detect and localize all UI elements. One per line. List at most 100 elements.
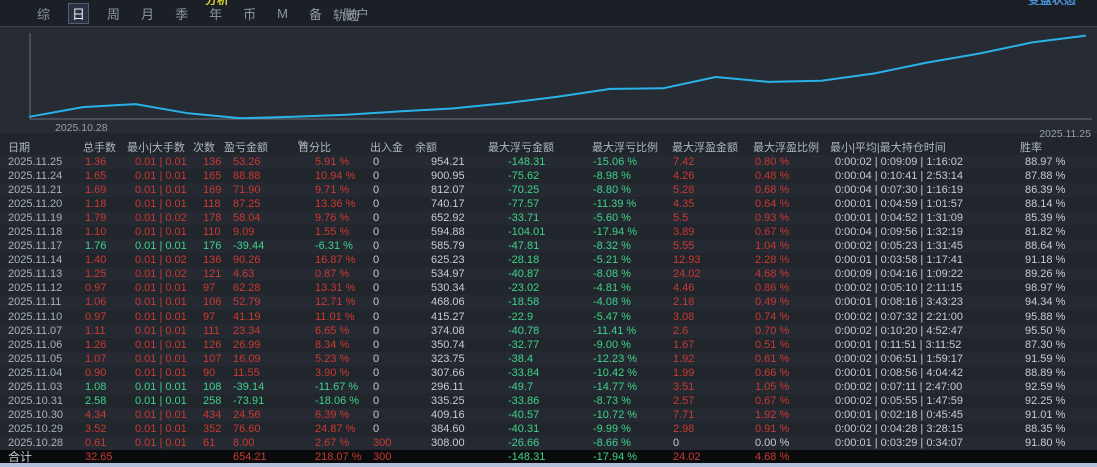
table-row-2025.11.25[interactable]: 2025.11.25 1.36 0.01 | 0.01 136 53.26 5.91 % 0… bbox=[0, 155, 1097, 170]
cell-count: 434 bbox=[203, 408, 222, 421]
table-row-2025.11.07[interactable]: 2025.11.07 1.11 0.01 | 0.01 111 23.34 6.65 % 0… bbox=[0, 323, 1097, 338]
cell-pnl: 24.56 bbox=[233, 408, 261, 421]
header-winrate: 胜率 bbox=[1020, 142, 1042, 154]
cell-fprofit: 4.26 bbox=[673, 170, 695, 183]
table-row-2025.11.04[interactable]: 2025.11.04 0.90 0.01 | 0.01 90 11.55 3.90 % 0 3… bbox=[0, 366, 1097, 380]
cell-floss_pct: -11.39 % bbox=[593, 198, 637, 211]
cell-pnl: 9.09 bbox=[233, 226, 255, 239]
table-row-2025.11.17[interactable]: 2025.11.17 1.76 0.01 | 0.01 176 -39.44 -6.31 … bbox=[0, 239, 1097, 254]
cell-fprofit: 4.46 bbox=[673, 282, 695, 295]
table-row-2025.11.19[interactable]: 2025.11.19 1.79 0.01 | 0.02 178 58.04 9.76 % 0… bbox=[0, 211, 1097, 226]
cell-pnl: -39.14 bbox=[233, 380, 265, 393]
cell-pct: 3.90 % bbox=[315, 366, 350, 379]
cell-floss: -47.81 bbox=[508, 240, 540, 253]
cell-minmax: 0.01 | 0.01 bbox=[135, 310, 187, 323]
header-minmax: 最小|大手数 bbox=[127, 142, 185, 154]
cell-lots: 1.11 bbox=[85, 324, 106, 337]
menu-item-币[interactable]: 币 bbox=[243, 6, 257, 22]
cell-date: 2025.10.29 bbox=[8, 422, 64, 435]
table-row-2025.11.20[interactable]: 2025.11.20 1.18 0.01 | 0.01 118 87.25 13.36 %… bbox=[0, 197, 1097, 211]
menu-item-trail[interactable]: 轨迹 bbox=[333, 8, 360, 23]
cell-winrate: 91.59 % bbox=[1025, 352, 1066, 365]
cell-minmax: 0.01 | 0.01 bbox=[135, 338, 187, 351]
header-floss: 最大浮亏金额 bbox=[488, 142, 554, 154]
table-body: 2025.11.25 1.36 0.01 | 0.01 136 53.26 5.91 % 0… bbox=[0, 155, 1097, 450]
cell-count: 176 bbox=[203, 240, 222, 253]
total-max-float-loss: -148.31 bbox=[508, 451, 546, 463]
horizontal-scrollbar[interactable] bbox=[0, 463, 1097, 467]
cell-pct: -11.67 % bbox=[315, 380, 359, 393]
cell-fprofit: 7.71 bbox=[673, 408, 695, 421]
menu-item-日[interactable]: 日 bbox=[68, 2, 90, 24]
cell-pct: 1.55 % bbox=[315, 226, 350, 239]
cell-minmax: 0.01 | 0.01 bbox=[135, 282, 187, 295]
cell-date: 2025.11.11 bbox=[8, 296, 62, 309]
cell-winrate: 81.82 % bbox=[1025, 226, 1066, 239]
cell-fprofit: 5.55 bbox=[673, 240, 695, 253]
header-balance: 余额 bbox=[415, 142, 437, 154]
header-inout: 出入金 bbox=[370, 142, 403, 154]
total-inout: 300 bbox=[373, 451, 392, 463]
cell-floss: -77.57 bbox=[508, 198, 540, 211]
menu-item-M[interactable]: M bbox=[277, 5, 288, 21]
cell-balance: 350.74 bbox=[431, 338, 465, 351]
cell-lots: 0.90 bbox=[85, 366, 107, 379]
cell-pnl: -73.91 bbox=[233, 394, 265, 407]
header-pnl: 盈亏金额 bbox=[224, 142, 268, 154]
table-row-2025.10.29[interactable]: 2025.10.29 3.52 0.01 | 0.01 352 76.60 24.87 %… bbox=[0, 422, 1097, 436]
cell-winrate: 87.88 % bbox=[1025, 170, 1066, 183]
cell-hold: 0:00:02 | 0:04:28 | 3:28:15 bbox=[835, 422, 964, 435]
menu-item-月[interactable]: 月 bbox=[141, 6, 155, 22]
cell-minmax: 0.01 | 0.02 bbox=[135, 212, 187, 225]
total-pnl: 654.21 bbox=[233, 451, 267, 463]
table-row-2025.11.12[interactable]: 2025.11.12 0.97 0.01 | 0.01 97 62.28 13.31 % 0… bbox=[0, 281, 1097, 295]
cell-inout: 0 bbox=[373, 422, 380, 435]
table-row-2025.10.30[interactable]: 2025.10.30 4.34 0.01 | 0.01 434 24.56 6.39 % 0… bbox=[0, 407, 1097, 422]
table-row-2025.11.03[interactable]: 2025.11.03 1.08 0.01 | 0.01 108 -39.14 -11.67… bbox=[0, 379, 1097, 394]
menu-item-年[interactable]: 年 bbox=[209, 6, 223, 22]
cell-pnl: 23.34 bbox=[233, 324, 261, 337]
cell-count: 169 bbox=[203, 184, 222, 197]
table-row-2025.11.05[interactable]: 2025.11.05 1.07 0.01 | 0.01 107 16.09 5.23 % 0… bbox=[0, 351, 1097, 366]
cell-balance: 308.00 bbox=[431, 436, 465, 449]
cell-lots: 3.52 bbox=[85, 422, 107, 435]
cell-pnl: 58.04 bbox=[233, 212, 261, 225]
table-row-2025.11.14[interactable]: 2025.11.14 1.40 0.01 | 0.02 136 90.26 16.87 %… bbox=[0, 253, 1097, 267]
cell-floss: -40.78 bbox=[508, 324, 540, 337]
table-row-2025.11.24[interactable]: 2025.11.24 1.65 0.01 | 0.01 165 88.88 10.94 %… bbox=[0, 169, 1097, 183]
equity-chart: 2025.10.28 2025.11.25 bbox=[0, 26, 1097, 140]
table-row-2025.11.11[interactable]: 2025.11.11 1.06 0.01 | 0.01 106 52.79 12.71 %… bbox=[0, 295, 1097, 310]
cell-balance: 468.06 bbox=[431, 296, 465, 309]
cell-floss_pct: -15.06 % bbox=[593, 156, 638, 168]
table-row-2025.11.10[interactable]: 2025.11.10 0.97 0.01 | 0.01 97 41.19 11.01 % 0… bbox=[0, 310, 1097, 324]
cell-pnl: 4.63 bbox=[233, 268, 255, 281]
table-row-2025.11.06[interactable]: 2025.11.06 1.26 0.01 | 0.01 126 26.99 8.34 % 0… bbox=[0, 338, 1097, 352]
clipped-label-top-left-text: 分析 bbox=[205, 0, 229, 5]
menu-item-季[interactable]: 季 bbox=[175, 6, 189, 22]
menu-item-周[interactable]: 周 bbox=[107, 6, 121, 22]
cell-winrate: 88.97 % bbox=[1025, 156, 1066, 168]
cell-pct: 6.39 % bbox=[315, 408, 350, 421]
cell-floss_pct: -10.72 % bbox=[593, 408, 638, 421]
menu-item-账户[interactable]: 账户 bbox=[342, 6, 369, 22]
table-row-2025.10.31[interactable]: 2025.10.31 2.58 0.01 | 0.01 258 -73.91 -18.06… bbox=[0, 394, 1097, 408]
cell-lots: 1.07 bbox=[85, 352, 107, 365]
menu-item-综[interactable]: 综 bbox=[37, 6, 51, 22]
cell-balance: 900.95 bbox=[431, 170, 465, 183]
cell-minmax: 0.01 | 0.01 bbox=[135, 156, 187, 168]
total-row: 合计 32.65 654.21 218.07 % 300 -148.31 -17.94 % 2… bbox=[0, 450, 1097, 464]
menu-item-备[interactable]: 备 bbox=[308, 6, 322, 22]
total-max-float-profit: 24.02 bbox=[673, 451, 701, 463]
cell-inout: 0 bbox=[373, 240, 380, 253]
table-row-2025.11.21[interactable]: 2025.11.21 1.69 0.01 | 0.01 169 71.90 9.71 % 0… bbox=[0, 183, 1097, 198]
cell-pct: 5.23 % bbox=[315, 352, 350, 365]
table-row-2025.11.13[interactable]: 2025.11.13 1.25 0.01 | 0.02 121 4.63 0.87 % 0 5… bbox=[0, 267, 1097, 282]
cell-pnl: 52.79 bbox=[233, 296, 261, 309]
cell-minmax: 0.01 | 0.01 bbox=[135, 380, 187, 393]
table-row-2025.11.18[interactable]: 2025.11.18 1.10 0.01 | 0.01 110 9.09 1.55 % 0 5… bbox=[0, 225, 1097, 239]
cell-hold: 0:00:01 | 0:04:52 | 1:31:09 bbox=[835, 212, 964, 225]
table-row-2025.10.28[interactable]: 2025.10.28 0.61 0.01 | 0.01 61 8.00 2.67 % 300… bbox=[0, 435, 1097, 450]
chart-end-date: 2025.11.25 bbox=[1039, 128, 1091, 140]
cell-fprofit: 7.42 bbox=[673, 156, 695, 168]
cell-floss_pct: -9.00 % bbox=[593, 338, 631, 351]
